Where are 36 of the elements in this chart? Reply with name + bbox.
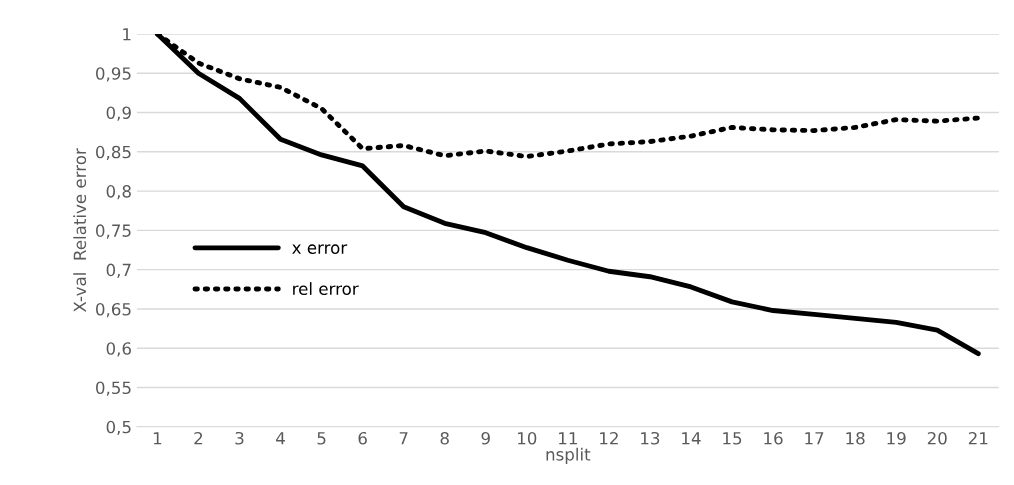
y-tick-label: 0,95 bbox=[96, 67, 131, 82]
x-tick-label: 14 bbox=[682, 432, 701, 445]
x-tick-label: 5 bbox=[317, 432, 326, 445]
x-tick-label: 11 bbox=[559, 432, 577, 445]
x-tick-label: 10 bbox=[518, 431, 537, 445]
x-tick-label: 20 bbox=[927, 431, 947, 445]
y-tick-label: 0,85 bbox=[96, 145, 131, 161]
legend-label: x error bbox=[292, 244, 348, 254]
y-tick-label: 0,9 bbox=[106, 106, 131, 121]
y-tick-label: 0,55 bbox=[96, 381, 131, 396]
y-tick-label: 0,7 bbox=[106, 263, 131, 278]
y-tick-label: 0,65 bbox=[96, 302, 131, 318]
x-tick-label: 1 bbox=[153, 432, 162, 445]
y-axis-title: X-val Relative error bbox=[73, 148, 87, 313]
y-tick-label: 1 bbox=[123, 28, 131, 41]
y-tick-label: 0,75 bbox=[96, 224, 131, 239]
x-tick-label: 6 bbox=[358, 431, 367, 445]
y-tick-label: 0,8 bbox=[106, 185, 131, 200]
x-tick-label: 15 bbox=[723, 432, 742, 445]
legend-label: rel error bbox=[293, 282, 359, 296]
x-tick-label: 7 bbox=[399, 432, 408, 445]
x-tick-label: 21 bbox=[968, 431, 988, 445]
x-tick-label: 17 bbox=[805, 432, 824, 445]
x-tick-label: 3 bbox=[235, 431, 244, 445]
x-tick-label: 8 bbox=[440, 431, 449, 445]
x-tick-label: 16 bbox=[764, 431, 783, 445]
x-tick-label: 18 bbox=[846, 431, 865, 445]
x-tick-label: 19 bbox=[887, 431, 906, 445]
y-tick-label: 0,5 bbox=[106, 420, 131, 436]
x-tick-label: 2 bbox=[194, 431, 203, 445]
y-tick-label: 0,6 bbox=[106, 342, 131, 357]
x-axis-title: nsplit bbox=[546, 447, 591, 464]
x-tick-label: 9 bbox=[481, 431, 490, 445]
x-tick-label: 4 bbox=[276, 432, 285, 445]
x-tick-label: 12 bbox=[600, 431, 618, 445]
x-tick-label: 13 bbox=[641, 431, 660, 445]
